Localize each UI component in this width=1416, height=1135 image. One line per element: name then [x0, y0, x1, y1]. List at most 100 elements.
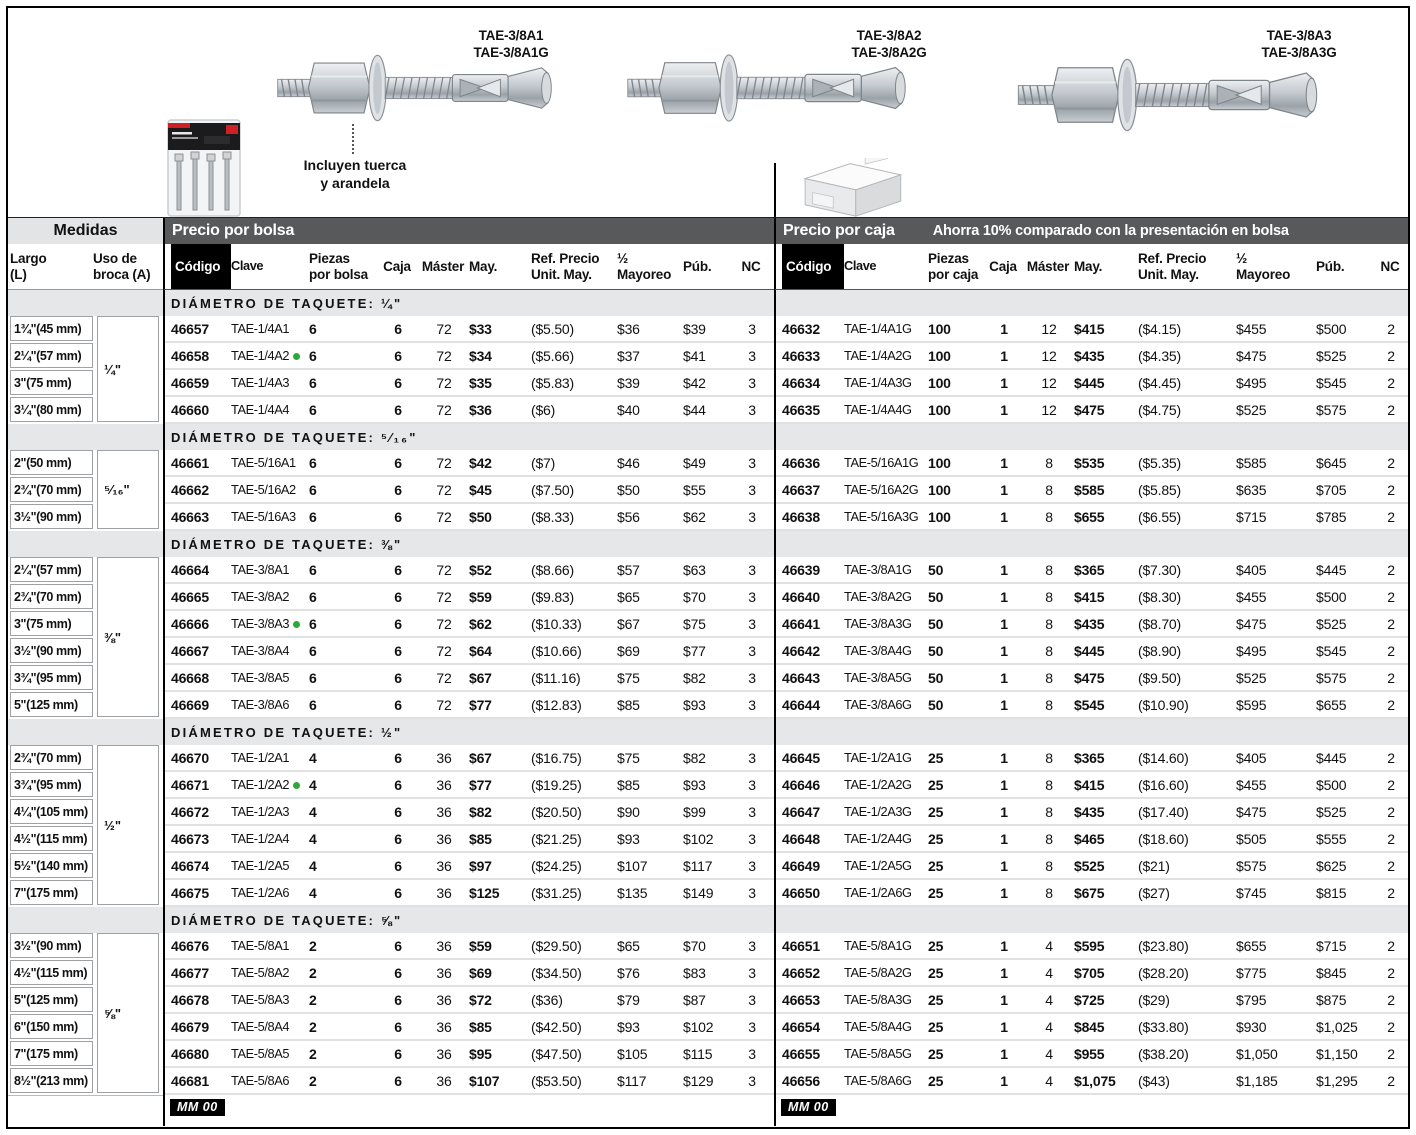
cell-pub: $705 [1316, 481, 1347, 498]
cell-mayoreo: $57 [617, 561, 640, 578]
medidas-body: 1¾"(45 mm) 2¼"(57 mm) 3"(75 mm) 3¼"(80 mm) ¼… [8, 316, 163, 424]
cell-caja: 1 [1000, 1072, 1008, 1089]
cell-master: 8 [1045, 508, 1053, 525]
mm-badge: MM 00 [170, 1099, 225, 1116]
cell-piezas: 100 [928, 454, 951, 471]
broca-column: ⁵⁄₁₆" [93, 450, 159, 531]
cell-caja: 6 [394, 401, 402, 418]
cell-may: $655 [1074, 508, 1105, 525]
cell-clave: TAE-5/8A4 [231, 1019, 290, 1034]
cell-pub: $815 [1316, 884, 1347, 901]
cell-mayoreo: $495 [1236, 642, 1267, 659]
cell-clave: TAE-5/8A1G [844, 938, 912, 953]
cell-clave: TAE-1/4A4 [231, 402, 290, 417]
cell-caja: 1 [1000, 401, 1008, 418]
cell-nc: 3 [748, 884, 756, 901]
cell-codigo: 46679 [171, 1018, 209, 1035]
header-uso-broca: Uso de broca (A) [93, 251, 151, 282]
cell-clave: TAE-3/8A4G [844, 643, 912, 658]
cell-clave: TAE-3/8A4 [231, 643, 290, 658]
callout-dotted-line [352, 124, 354, 154]
cell-clave: TAE-5/8A1 [231, 938, 290, 953]
broca-cell: ⅜" [97, 557, 159, 717]
cell-ref-precio: ($7) [531, 454, 556, 471]
cell-mayoreo: $93 [617, 830, 640, 847]
cell-pub: $845 [1316, 964, 1347, 981]
cell-may: $34 [469, 347, 492, 364]
cell-clave: TAE-1/2A6 [231, 885, 290, 900]
cell-codigo: 46677 [171, 964, 209, 981]
cell-mayoreo: $75 [617, 749, 640, 766]
table-row: 46635 TAE-1/4A4G 100 1 12 $475 ($4.75) $525 $575… [776, 397, 1408, 424]
table-row: 46678 TAE-5/8A3 2 6 36 $72 ($36) $79 $87 3 [165, 987, 774, 1014]
cell-may: $36 [469, 401, 492, 418]
largo-cell: 2¼"(57 mm) [10, 343, 93, 368]
cell-codigo: 46646 [782, 776, 820, 793]
table-row: 46672 TAE-1/2A3 4 6 36 $82 ($20.50) $90 $99 3 [165, 799, 774, 826]
cell-clave: TAE-5/8A4G [844, 1019, 912, 1034]
largo-cell: 3"(75 mm) [10, 611, 93, 636]
cell-master: 8 [1045, 696, 1053, 713]
cell-pub: $715 [1316, 937, 1347, 954]
cell-ref-precio: ($21) [1138, 857, 1170, 874]
cell-ref-precio: ($34.50) [531, 964, 582, 981]
cell-ref-precio: ($10.90) [1138, 696, 1189, 713]
cell-caja: 1 [1000, 508, 1008, 525]
cell-clave: TAE-1/2A6G [844, 885, 912, 900]
table-footer-row: MM 00 MM 00 [8, 1095, 1408, 1126]
cell-may: $59 [469, 588, 492, 605]
cell-caja: 1 [1000, 374, 1008, 391]
cell-nc: 2 [1387, 776, 1395, 793]
cell-piezas: 6 [309, 347, 317, 364]
cell-pub: $93 [683, 696, 706, 713]
header-piezas: Piezas por caja [928, 251, 979, 282]
cell-ref-precio: ($8.90) [1138, 642, 1181, 659]
catalog-page: TAE-3/8A1 TAE-3/8A1G TAE-3/8A2 TAE-3/8A2… [6, 6, 1410, 1129]
table-row: 46674 TAE-1/2A5 4 6 36 $97 ($24.25) $107 $117 3 [165, 853, 774, 880]
cell-may: $595 [1074, 937, 1105, 954]
header-nc: NC [1380, 258, 1400, 274]
table-row: 46671 TAE-1/2A2 4 6 36 $77 ($19.25) $85 $93 3 [165, 772, 774, 799]
cell-clave: TAE-1/2A1G [844, 750, 912, 765]
medidas-footer [8, 1095, 163, 1126]
cell-codigo: 46652 [782, 964, 820, 981]
cell-mayoreo: $117 [617, 1072, 647, 1089]
cell-clave: TAE-1/4A3G [844, 375, 912, 390]
cell-master: 36 [436, 884, 452, 901]
cell-pub: $575 [1316, 669, 1347, 686]
section-spacer [8, 290, 163, 316]
cell-pub: $41 [683, 347, 706, 364]
cell-may: $365 [1074, 561, 1105, 578]
cell-clave: TAE-5/16A3G [844, 509, 919, 524]
table-row: 46657 TAE-1/4A1 6 6 72 $33 ($5.50) $36 $39 3 [165, 316, 774, 343]
cell-clave: TAE-5/8A5G [844, 1046, 912, 1061]
cell-master: 12 [1041, 401, 1057, 418]
section-header: DIÁMETRO DE TAQUETE: ⅝" [165, 907, 774, 933]
cell-pub: $575 [1316, 401, 1347, 418]
savings-note: Ahorra 10% comparado con la presentación… [932, 223, 1289, 239]
cell-piezas: 6 [309, 401, 317, 418]
cell-pub: $445 [1316, 561, 1347, 578]
cell-nc: 3 [748, 642, 756, 659]
cell-codigo: 46648 [782, 830, 820, 847]
cell-caja: 1 [1000, 884, 1008, 901]
table-row: 46668 TAE-3/8A5 6 6 72 $67 ($11.16) $75 $82 3 [165, 665, 774, 692]
product-label-3: TAE-3/8A3 TAE-3/8A3G [1224, 28, 1374, 62]
caja-section: 46645 TAE-1/2A1G 25 1 8 $365 ($14.60) $405 $445 2… [774, 719, 1408, 907]
cell-ref-precio: ($5.66) [531, 347, 574, 364]
cell-nc: 3 [748, 669, 756, 686]
cell-codigo: 46635 [782, 401, 820, 418]
bolsa-column-headers: Código Clave Piezas por bolsa Caja Máste… [163, 244, 774, 290]
cell-clave: TAE-1/4A4G [844, 402, 912, 417]
cell-master: 72 [436, 642, 452, 659]
table-row: 46632 TAE-1/4A1G 100 1 12 $415 ($4.15) $455 $500… [776, 316, 1408, 343]
cell-codigo: 46650 [782, 884, 820, 901]
cell-master: 72 [436, 454, 452, 471]
cell-clave: TAE-3/8A1 [231, 562, 290, 577]
cell-mayoreo: $455 [1236, 776, 1267, 793]
table-row: 46675 TAE-1/2A6 4 6 36 $125 ($31.25) $135 $149 3 [165, 880, 774, 907]
cell-mayoreo: $46 [617, 454, 640, 471]
cell-may: $67 [469, 749, 492, 766]
cell-nc: 2 [1387, 964, 1395, 981]
cell-clave: TAE-1/4A3 [231, 375, 290, 390]
